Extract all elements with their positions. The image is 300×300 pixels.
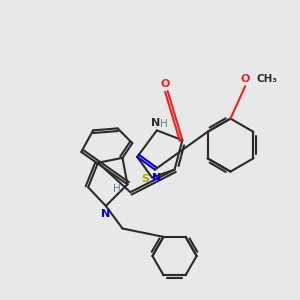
Text: N: N: [100, 209, 110, 219]
Text: N: N: [151, 118, 160, 128]
Text: H: H: [160, 119, 168, 129]
Text: S: S: [142, 174, 149, 184]
Text: CH₃: CH₃: [257, 74, 278, 84]
Text: H: H: [113, 184, 121, 194]
Text: O: O: [241, 74, 250, 84]
Text: O: O: [160, 79, 169, 89]
Text: N: N: [152, 173, 161, 183]
